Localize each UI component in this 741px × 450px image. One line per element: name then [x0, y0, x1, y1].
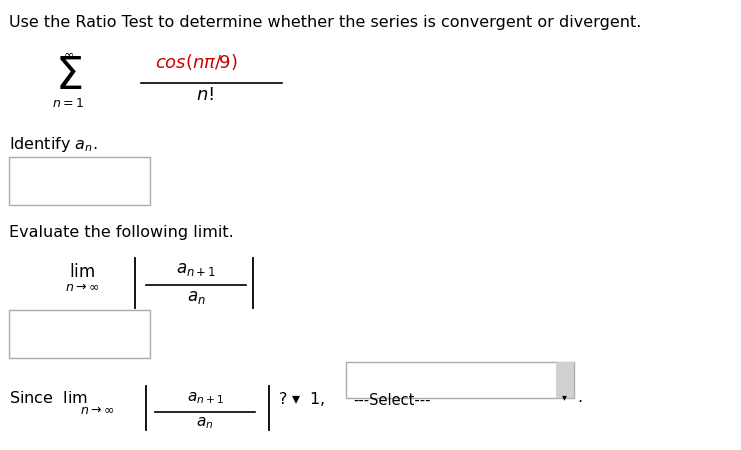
Text: $\infty$: $\infty$	[63, 48, 74, 61]
Text: $n = 1$: $n = 1$	[53, 97, 84, 110]
Text: $a_{n+1}$: $a_{n+1}$	[187, 390, 224, 406]
Text: ? $\blacktriangledown$  1,: ? $\blacktriangledown$ 1,	[278, 390, 325, 408]
Text: Use the Ratio Test to determine whether the series is convergent or divergent.: Use the Ratio Test to determine whether …	[9, 15, 642, 30]
Text: $\mathrm{lim}$: $\mathrm{lim}$	[69, 263, 95, 281]
Text: $n \to \infty$: $n \to \infty$	[80, 404, 115, 417]
Text: $\blacktriangledown$: $\blacktriangledown$	[562, 393, 568, 403]
FancyBboxPatch shape	[9, 157, 150, 205]
Text: $a_n$: $a_n$	[196, 415, 213, 431]
Text: $n \to \infty$: $n \to \infty$	[64, 281, 99, 294]
Text: $a_n$: $a_n$	[187, 288, 205, 306]
Text: .: .	[578, 390, 582, 405]
Text: $a_{n+1}$: $a_{n+1}$	[176, 260, 216, 278]
FancyBboxPatch shape	[9, 310, 150, 358]
Text: Evaluate the following limit.: Evaluate the following limit.	[9, 225, 234, 240]
Text: Since  $\mathrm{lim}$: Since $\mathrm{lim}$	[9, 390, 88, 406]
Text: Identify $a_n$.: Identify $a_n$.	[9, 135, 98, 154]
Text: $\mathregular{cos}(n\pi/9)$: $\mathregular{cos}(n\pi/9)$	[155, 52, 237, 72]
FancyBboxPatch shape	[556, 362, 574, 398]
Text: $n!$: $n!$	[196, 86, 214, 104]
Text: $\Sigma$: $\Sigma$	[55, 55, 82, 98]
Text: ---Select---: ---Select---	[353, 393, 431, 408]
FancyBboxPatch shape	[346, 362, 574, 398]
